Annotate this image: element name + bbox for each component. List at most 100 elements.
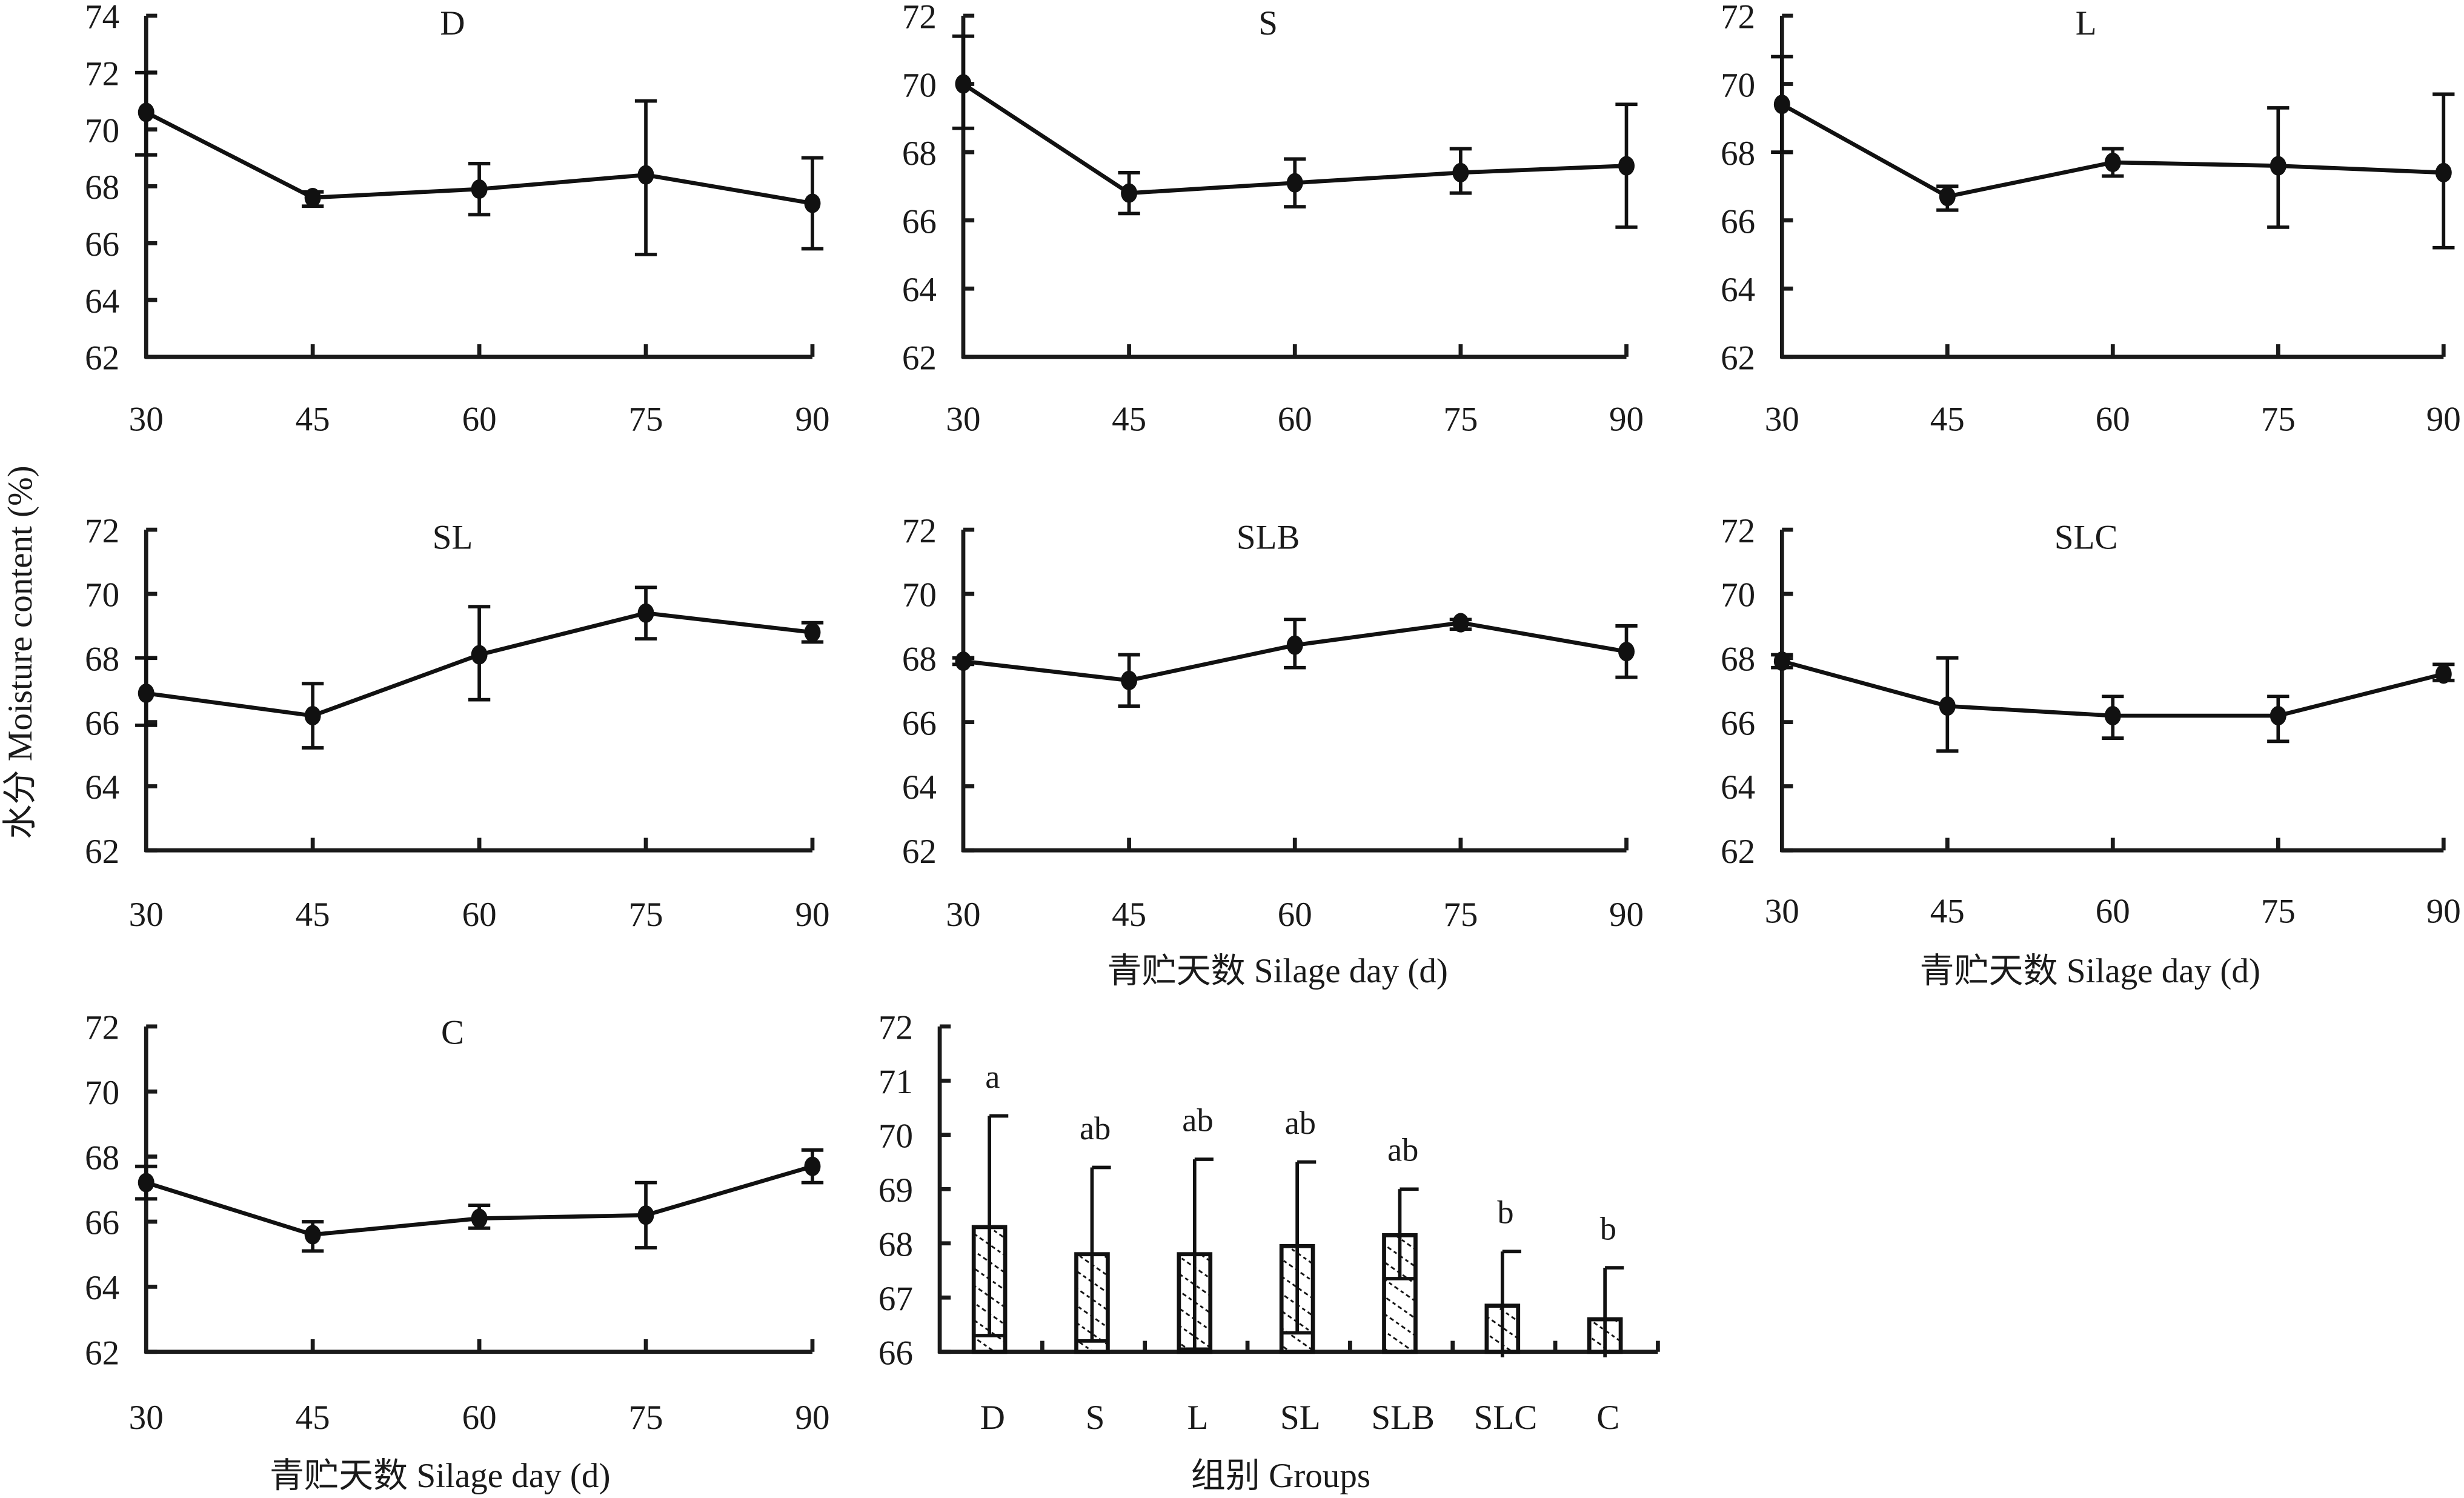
significance-letter: ab [1182, 1101, 1213, 1138]
data-point [1618, 156, 1635, 176]
data-point [471, 1208, 488, 1228]
x-tick-label: SLB [1371, 1399, 1435, 1437]
x-tick-label: 75 [629, 1399, 663, 1437]
x-tick-label: 90 [1609, 896, 1644, 934]
y-tick-label: 68 [902, 135, 937, 173]
x-tick-label: 30 [946, 401, 980, 439]
data-point [637, 603, 654, 623]
y-tick-label: 68 [85, 1139, 119, 1177]
x-tick-label: D [980, 1399, 1005, 1437]
x-axis-title-slc: 青贮天数 Silage day (d) [1919, 952, 2260, 990]
x-axis-title-slb: 青贮天数 Silage day (d) [1107, 952, 1448, 990]
x-tick-label: 30 [129, 896, 164, 934]
x-tick-label: 45 [1112, 896, 1146, 934]
y-tick-label: 62 [902, 833, 937, 871]
x-tick-label: SL [1280, 1399, 1321, 1437]
x-tick-label: 90 [795, 401, 829, 439]
y-tick-label: 72 [1721, 0, 1755, 36]
panel-slc: 62 64 66 68 70 72 SLC 30 45 60 75 90 [1721, 512, 2461, 931]
y-tick-label: 70 [85, 1074, 119, 1112]
y-tick-label: 64 [85, 282, 119, 321]
data-point [804, 622, 821, 642]
x-tick-label: 75 [629, 896, 663, 934]
significance-letter: ab [1285, 1104, 1316, 1141]
y-tick-label: 62 [1721, 833, 1755, 871]
x-tick-label: 60 [1278, 401, 1312, 439]
y-tick-label: 62 [85, 833, 119, 871]
panel-s: 62 64 66 68 70 72 S 30 45 60 75 90 [902, 0, 1644, 439]
y-tick-label: 74 [85, 0, 119, 36]
data-point [1452, 162, 1469, 182]
y-tick-label: 68 [902, 641, 937, 679]
y-tick-label: 62 [1721, 339, 1755, 378]
x-tick-label: 45 [296, 1399, 330, 1437]
data-point [471, 645, 488, 665]
data-point [2270, 156, 2286, 176]
panel-d: 62 64 66 68 70 72 74 D 30 45 60 75 90 [85, 0, 829, 439]
x-tick-label: 45 [296, 401, 330, 439]
y-tick-label: 64 [1721, 768, 1755, 807]
data-point [1121, 670, 1138, 690]
x-tick-label: 75 [2261, 401, 2296, 439]
y-tick-label: 70 [902, 576, 937, 614]
y-tick-label: 68 [1721, 641, 1755, 679]
x-tick-label: SLC [1474, 1399, 1538, 1437]
data-point [138, 1173, 154, 1193]
data-point [955, 651, 972, 671]
y-tick-label: 70 [1721, 576, 1755, 614]
x-tick-label: 90 [2426, 893, 2461, 931]
x-tick-label: 60 [462, 401, 497, 439]
y-tick-label: 68 [1721, 135, 1755, 173]
x-axis-title-c: 青贮天数 Silage day (d) [270, 1457, 610, 1495]
data-point [2435, 162, 2452, 182]
group-bar-chart: 66 67 68 69 70 71 72 a Dab Sab Lab SL ab SLB b SLC b C [878, 1009, 1660, 1437]
x-tick-label: 90 [1609, 401, 1644, 439]
data-point [1121, 183, 1138, 203]
x-tick-label: 45 [1930, 401, 1965, 439]
x-axis-title-groups: 组别 Groups [1191, 1457, 1370, 1495]
y-tick-label: 68 [85, 641, 119, 679]
y-tick-label: 62 [902, 339, 937, 378]
data-point [1452, 613, 1469, 633]
data-point [138, 683, 154, 704]
panel-title: C [441, 1013, 464, 1051]
significance-letter: ab [1387, 1131, 1418, 1168]
y-tick-label: 68 [85, 168, 119, 207]
panel-title: SLB [1237, 518, 1300, 556]
data-point [1939, 187, 1956, 207]
significance-letter: a [985, 1058, 1000, 1095]
y-tick-label: 64 [902, 271, 937, 309]
x-tick-label: 90 [2426, 401, 2461, 439]
panel-title: D [440, 4, 465, 42]
significance-letter: b [1497, 1194, 1513, 1231]
data-point [955, 74, 972, 94]
x-tick-label: 30 [946, 896, 980, 934]
x-tick-label: L [1187, 1399, 1209, 1437]
data-point [1286, 173, 1303, 193]
data-point [138, 102, 154, 122]
x-tick-label: 75 [1443, 401, 1478, 439]
y-tick-label: 70 [1721, 66, 1755, 104]
data-point [2435, 664, 2452, 684]
y-tick-label: 64 [85, 1269, 119, 1307]
y-tick-label: 66 [1721, 704, 1755, 742]
y-tick-label: 70 [878, 1117, 913, 1156]
data-point [804, 1156, 821, 1176]
y-tick-label: 69 [878, 1171, 913, 1210]
data-point [1773, 95, 1790, 115]
y-tick-label: 66 [1721, 202, 1755, 241]
data-point [1939, 696, 1956, 716]
significance-letter: b [1600, 1210, 1616, 1247]
panel-title: SL [433, 518, 473, 556]
data-point [2104, 152, 2121, 173]
panel-title: L [2076, 4, 2097, 42]
x-tick-label: 60 [2096, 401, 2130, 439]
y-tick-label: 64 [85, 768, 119, 807]
x-tick-label: S [1086, 1399, 1105, 1437]
x-tick-label: 75 [2261, 893, 2296, 931]
x-tick-label: 60 [2096, 893, 2130, 931]
y-tick-label: 64 [1721, 271, 1755, 309]
y-tick-label: 66 [902, 202, 937, 241]
x-tick-label: 75 [1443, 896, 1478, 934]
